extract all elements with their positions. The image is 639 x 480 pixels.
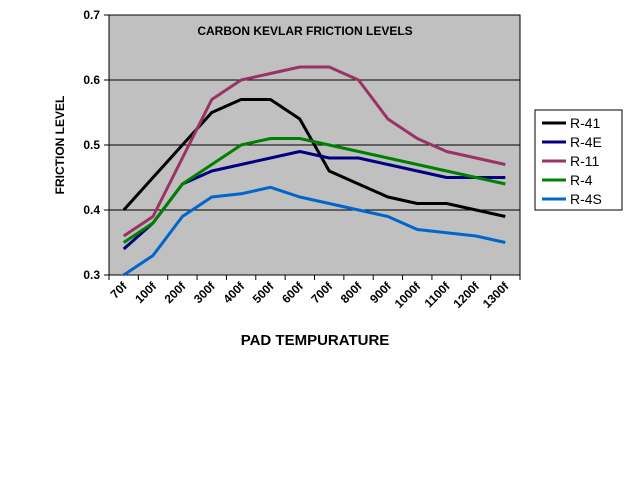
x-axis-title: PAD TEMPURATURE [241, 332, 390, 349]
y-tick-label: 0.6 [83, 73, 100, 87]
y-tick-label: 0.4 [83, 203, 100, 217]
x-tick-label: 900f [367, 279, 395, 307]
series-lines [122, 65, 506, 277]
x-tick-label: 1000f [392, 279, 424, 311]
x-tick-label: 300f [191, 279, 219, 307]
x-tick-label: 800f [338, 279, 366, 307]
legend: R-41 R-4E R-11 R-4 R-4S [534, 109, 623, 211]
legend-label: R-4 [570, 172, 593, 188]
y-tick-label: 0.5 [83, 138, 100, 152]
legend-label: R-41 [570, 115, 601, 131]
legend-label: R-4E [570, 134, 602, 150]
x-tick-label: 200f [162, 279, 190, 307]
x-tick-label: 1200f [450, 279, 482, 311]
x-tick-label: 100f [132, 279, 160, 307]
y-tick-label: 0.3 [83, 268, 100, 282]
legend-label: R-4S [570, 191, 602, 207]
series-line-r-4s [122, 185, 506, 277]
series-line-r-11 [122, 65, 506, 238]
series-line-r-41 [122, 98, 506, 218]
x-tick-label: 600f [279, 279, 307, 307]
x-tick-label: 1300f [480, 279, 512, 311]
x-tick-label: 1100f [422, 279, 454, 311]
legend-label: R-11 [570, 153, 600, 169]
y-axis-title: FRICTION LEVEL [53, 96, 67, 195]
series-line-r-4 [122, 137, 506, 244]
x-tick-label: 400f [220, 279, 248, 307]
x-tick-label: 500f [250, 279, 278, 307]
x-tick-label: 700f [308, 279, 336, 307]
y-tick-label: 0.7 [83, 8, 100, 22]
x-tick-label: 70f [108, 279, 131, 302]
chart-title: CARBON KEVLAR FRICTION LEVELS [197, 24, 412, 38]
